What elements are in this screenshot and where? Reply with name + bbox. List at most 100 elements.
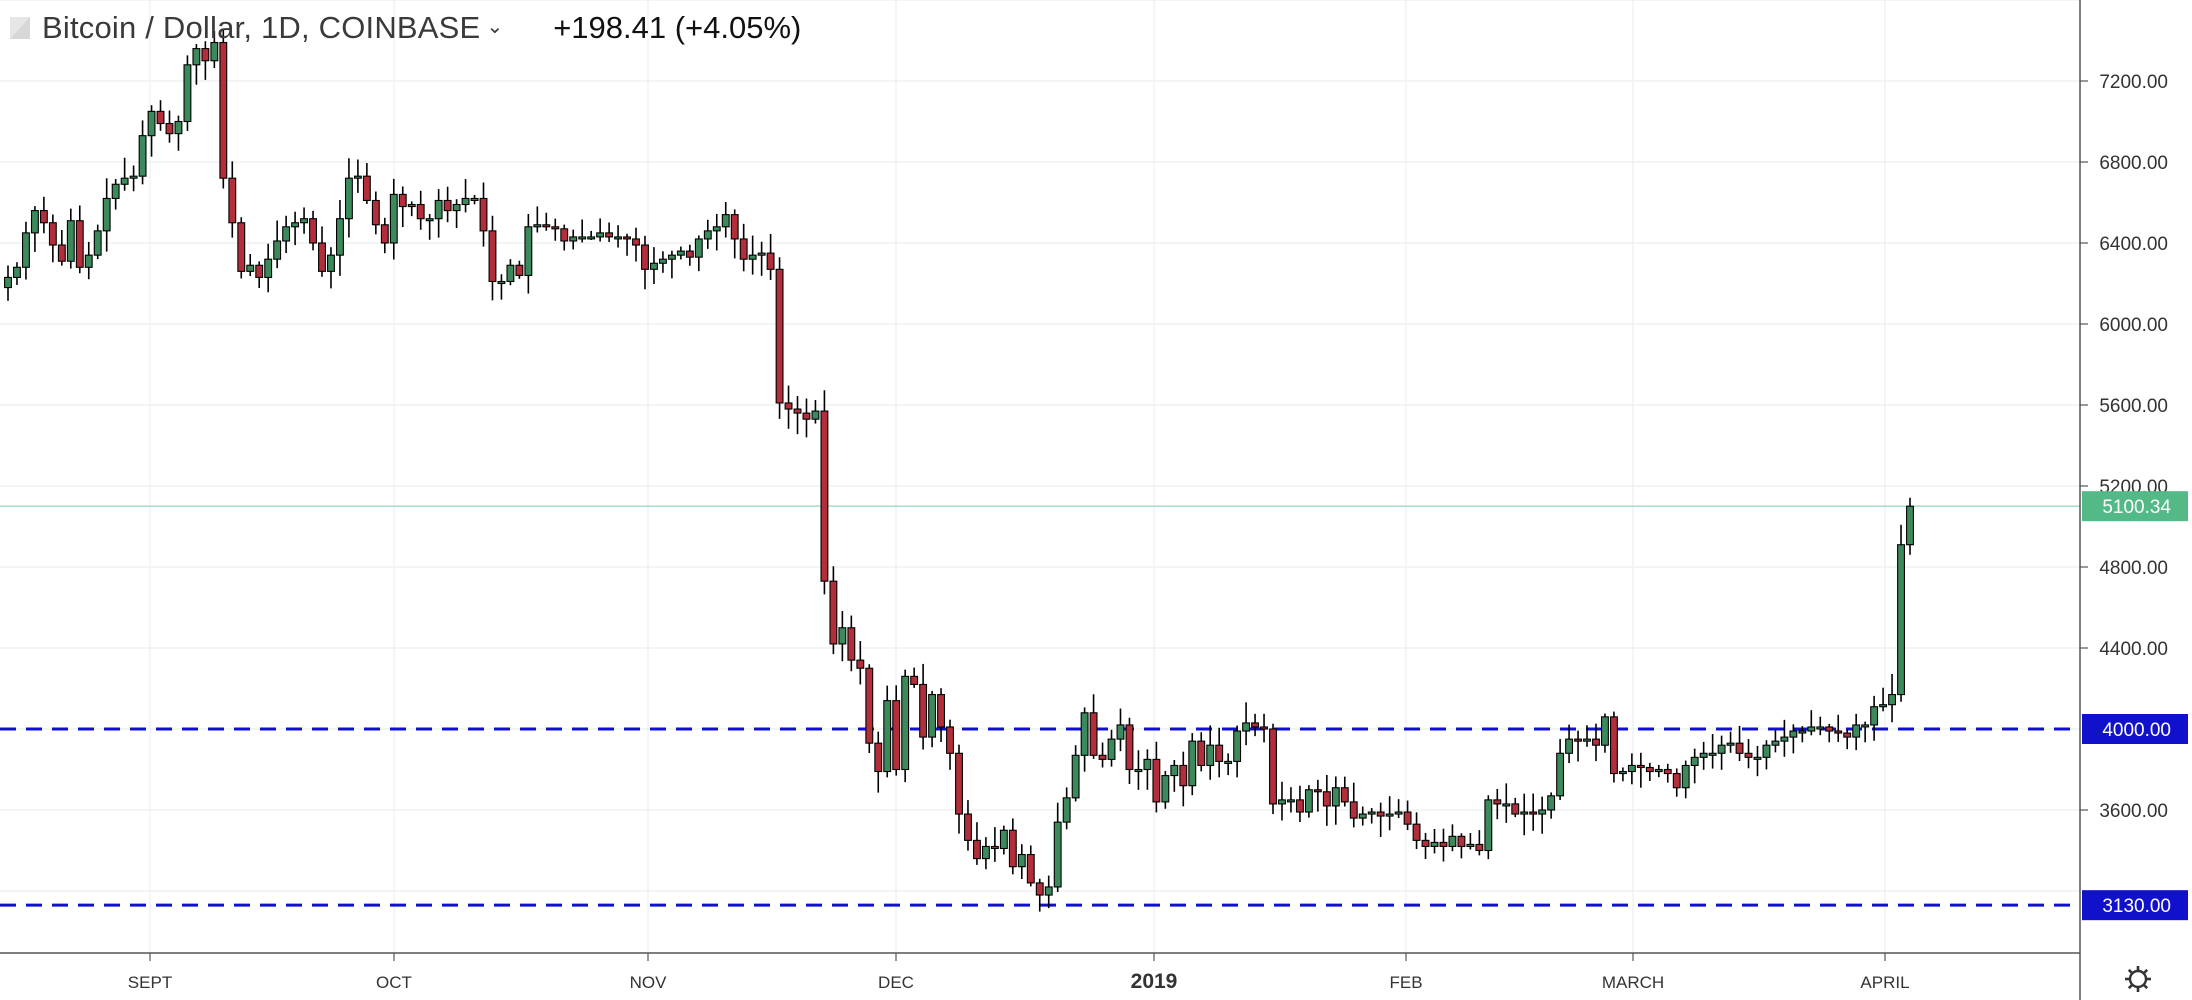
candle xyxy=(542,212,551,231)
candle-down xyxy=(910,675,919,685)
candle-up xyxy=(1017,853,1026,868)
candle xyxy=(883,685,892,778)
level-badge: 4000.00 xyxy=(2082,714,2188,744)
candle-up xyxy=(425,218,434,222)
price-tick-label: 4800.00 xyxy=(2099,558,2168,579)
candle xyxy=(246,254,255,277)
candle xyxy=(1511,797,1520,818)
candle xyxy=(1179,751,1188,807)
candle xyxy=(398,186,407,228)
price-tick-label: 3600.00 xyxy=(2099,801,2168,822)
candle xyxy=(273,220,282,269)
candle-up xyxy=(434,199,443,220)
candle-up xyxy=(1385,813,1394,817)
candle-down xyxy=(416,203,425,220)
candle xyxy=(802,398,811,438)
candle-down xyxy=(937,694,946,728)
candle-down xyxy=(165,122,174,135)
candle xyxy=(1170,759,1179,792)
candle xyxy=(658,251,667,273)
candle xyxy=(874,731,883,793)
symbol-title[interactable]: Bitcoin / Dollar, 1D, COINBASE xyxy=(42,10,481,45)
candle xyxy=(784,385,793,429)
flag-icon[interactable] xyxy=(10,17,30,39)
level-badge-bg xyxy=(2082,714,2188,744)
gear-icon[interactable] xyxy=(2125,966,2151,992)
candle xyxy=(1663,763,1672,783)
level-badge-label: 3130.00 xyxy=(2102,896,2171,917)
candle-down xyxy=(1843,732,1852,738)
candle-up xyxy=(1233,730,1242,762)
time-tick-label: DEC xyxy=(878,973,914,992)
candle xyxy=(667,250,676,279)
candle xyxy=(964,800,972,851)
candle-up xyxy=(336,218,344,256)
candle-up xyxy=(1762,744,1771,758)
candle xyxy=(1870,695,1879,741)
chevron-down-icon[interactable]: ⌄ xyxy=(486,15,504,38)
candle xyxy=(1618,767,1627,782)
candle-down xyxy=(237,222,246,272)
candle-up xyxy=(1807,726,1816,732)
candle-up xyxy=(344,177,353,220)
candle xyxy=(120,157,129,191)
candle-up xyxy=(1547,795,1556,811)
candle-up xyxy=(273,240,282,260)
candle-up xyxy=(470,197,479,201)
candle xyxy=(1313,779,1322,812)
candle xyxy=(1233,725,1242,778)
candle-down xyxy=(362,175,371,202)
candle-down xyxy=(1026,853,1035,884)
candle xyxy=(721,201,730,238)
candle-down xyxy=(1457,835,1466,848)
candle-down xyxy=(623,236,631,240)
candle xyxy=(1834,714,1843,742)
candle xyxy=(1762,740,1771,770)
candle-up xyxy=(1502,803,1511,807)
candle xyxy=(1026,845,1035,887)
candle xyxy=(1448,824,1457,852)
candle xyxy=(1484,795,1493,860)
candle xyxy=(1538,796,1547,834)
price-change: +198.41 (+4.05%) xyxy=(553,10,802,45)
candle-down xyxy=(228,177,237,224)
candle xyxy=(1080,707,1089,772)
candle xyxy=(1816,716,1825,736)
candle-up xyxy=(1242,722,1251,732)
candle-down xyxy=(1098,754,1107,760)
candle xyxy=(757,241,766,276)
candle-up xyxy=(1170,764,1179,777)
candle xyxy=(1627,753,1636,785)
candle-up xyxy=(614,236,623,240)
candle xyxy=(1107,729,1116,767)
candle xyxy=(560,224,569,251)
candle-down xyxy=(443,199,452,212)
candle xyxy=(1457,833,1466,859)
candle-up xyxy=(1331,787,1340,807)
candle xyxy=(1609,711,1618,783)
candle xyxy=(111,179,120,210)
candle xyxy=(1008,818,1017,875)
candle-down xyxy=(964,813,972,841)
candle-down xyxy=(1295,799,1304,813)
candle-down xyxy=(820,410,829,582)
candle-up xyxy=(183,64,192,123)
candle-up xyxy=(1699,752,1708,758)
candle-up xyxy=(1690,756,1699,766)
candle xyxy=(1242,702,1251,746)
candle-down xyxy=(892,700,901,771)
candle-up xyxy=(407,203,416,208)
candle-down xyxy=(1152,758,1161,803)
candle-down xyxy=(156,110,165,125)
candle xyxy=(353,159,362,193)
candle xyxy=(389,178,398,260)
candle xyxy=(138,120,147,185)
candle-down xyxy=(1592,738,1600,746)
candle-up xyxy=(1708,752,1717,756)
candle xyxy=(515,260,524,279)
candle-up xyxy=(1143,758,1152,771)
candle-down xyxy=(972,839,981,860)
price-tick-label: 4400.00 xyxy=(2099,639,2168,660)
